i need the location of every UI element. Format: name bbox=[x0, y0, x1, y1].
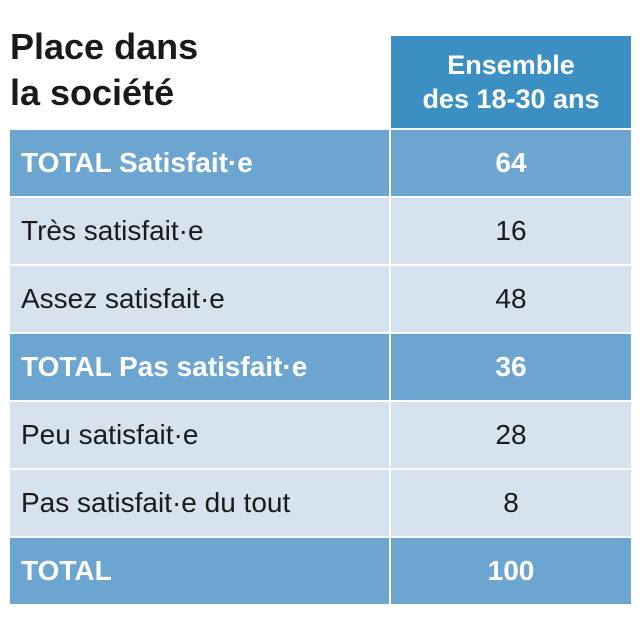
row-label: Assez satisfait·e bbox=[10, 266, 389, 332]
table-row: Assez satisfait·e 48 bbox=[10, 266, 631, 332]
table-row: TOTAL 100 bbox=[10, 538, 631, 604]
row-label: Peu satisfait·e bbox=[10, 402, 389, 468]
row-label: Très satisfait·e bbox=[10, 198, 389, 264]
column-header-line-1: Ensemble bbox=[447, 50, 575, 80]
table-row: Pas satisfait·e du tout 8 bbox=[10, 470, 631, 536]
row-value: 36 bbox=[391, 334, 631, 400]
table-title: Place dans la société bbox=[10, 24, 380, 116]
table-title-line-1: Place dans bbox=[10, 26, 199, 67]
row-label: Pas satisfait·e du tout bbox=[10, 470, 389, 536]
row-value: 100 bbox=[391, 538, 631, 604]
column-header-line-2: des 18-30 ans bbox=[422, 84, 600, 114]
row-value: 8 bbox=[391, 470, 631, 536]
row-label: TOTAL Pas satisfait·e bbox=[10, 334, 389, 400]
row-value: 64 bbox=[391, 130, 631, 196]
row-value: 28 bbox=[391, 402, 631, 468]
table-row: Peu satisfait·e 28 bbox=[10, 402, 631, 468]
table-row: Très satisfait·e 16 bbox=[10, 198, 631, 264]
data-table: TOTAL Satisfait·e 64 Très satisfait·e 16… bbox=[10, 130, 631, 606]
row-value: 48 bbox=[391, 266, 631, 332]
row-label: TOTAL Satisfait·e bbox=[10, 130, 389, 196]
column-header: Ensemble des 18-30 ans bbox=[391, 36, 631, 128]
row-value: 16 bbox=[391, 198, 631, 264]
table-title-line-2: la société bbox=[10, 72, 175, 113]
table-row: TOTAL Pas satisfait·e 36 bbox=[10, 334, 631, 400]
row-label: TOTAL bbox=[10, 538, 389, 604]
table-row: TOTAL Satisfait·e 64 bbox=[10, 130, 631, 196]
